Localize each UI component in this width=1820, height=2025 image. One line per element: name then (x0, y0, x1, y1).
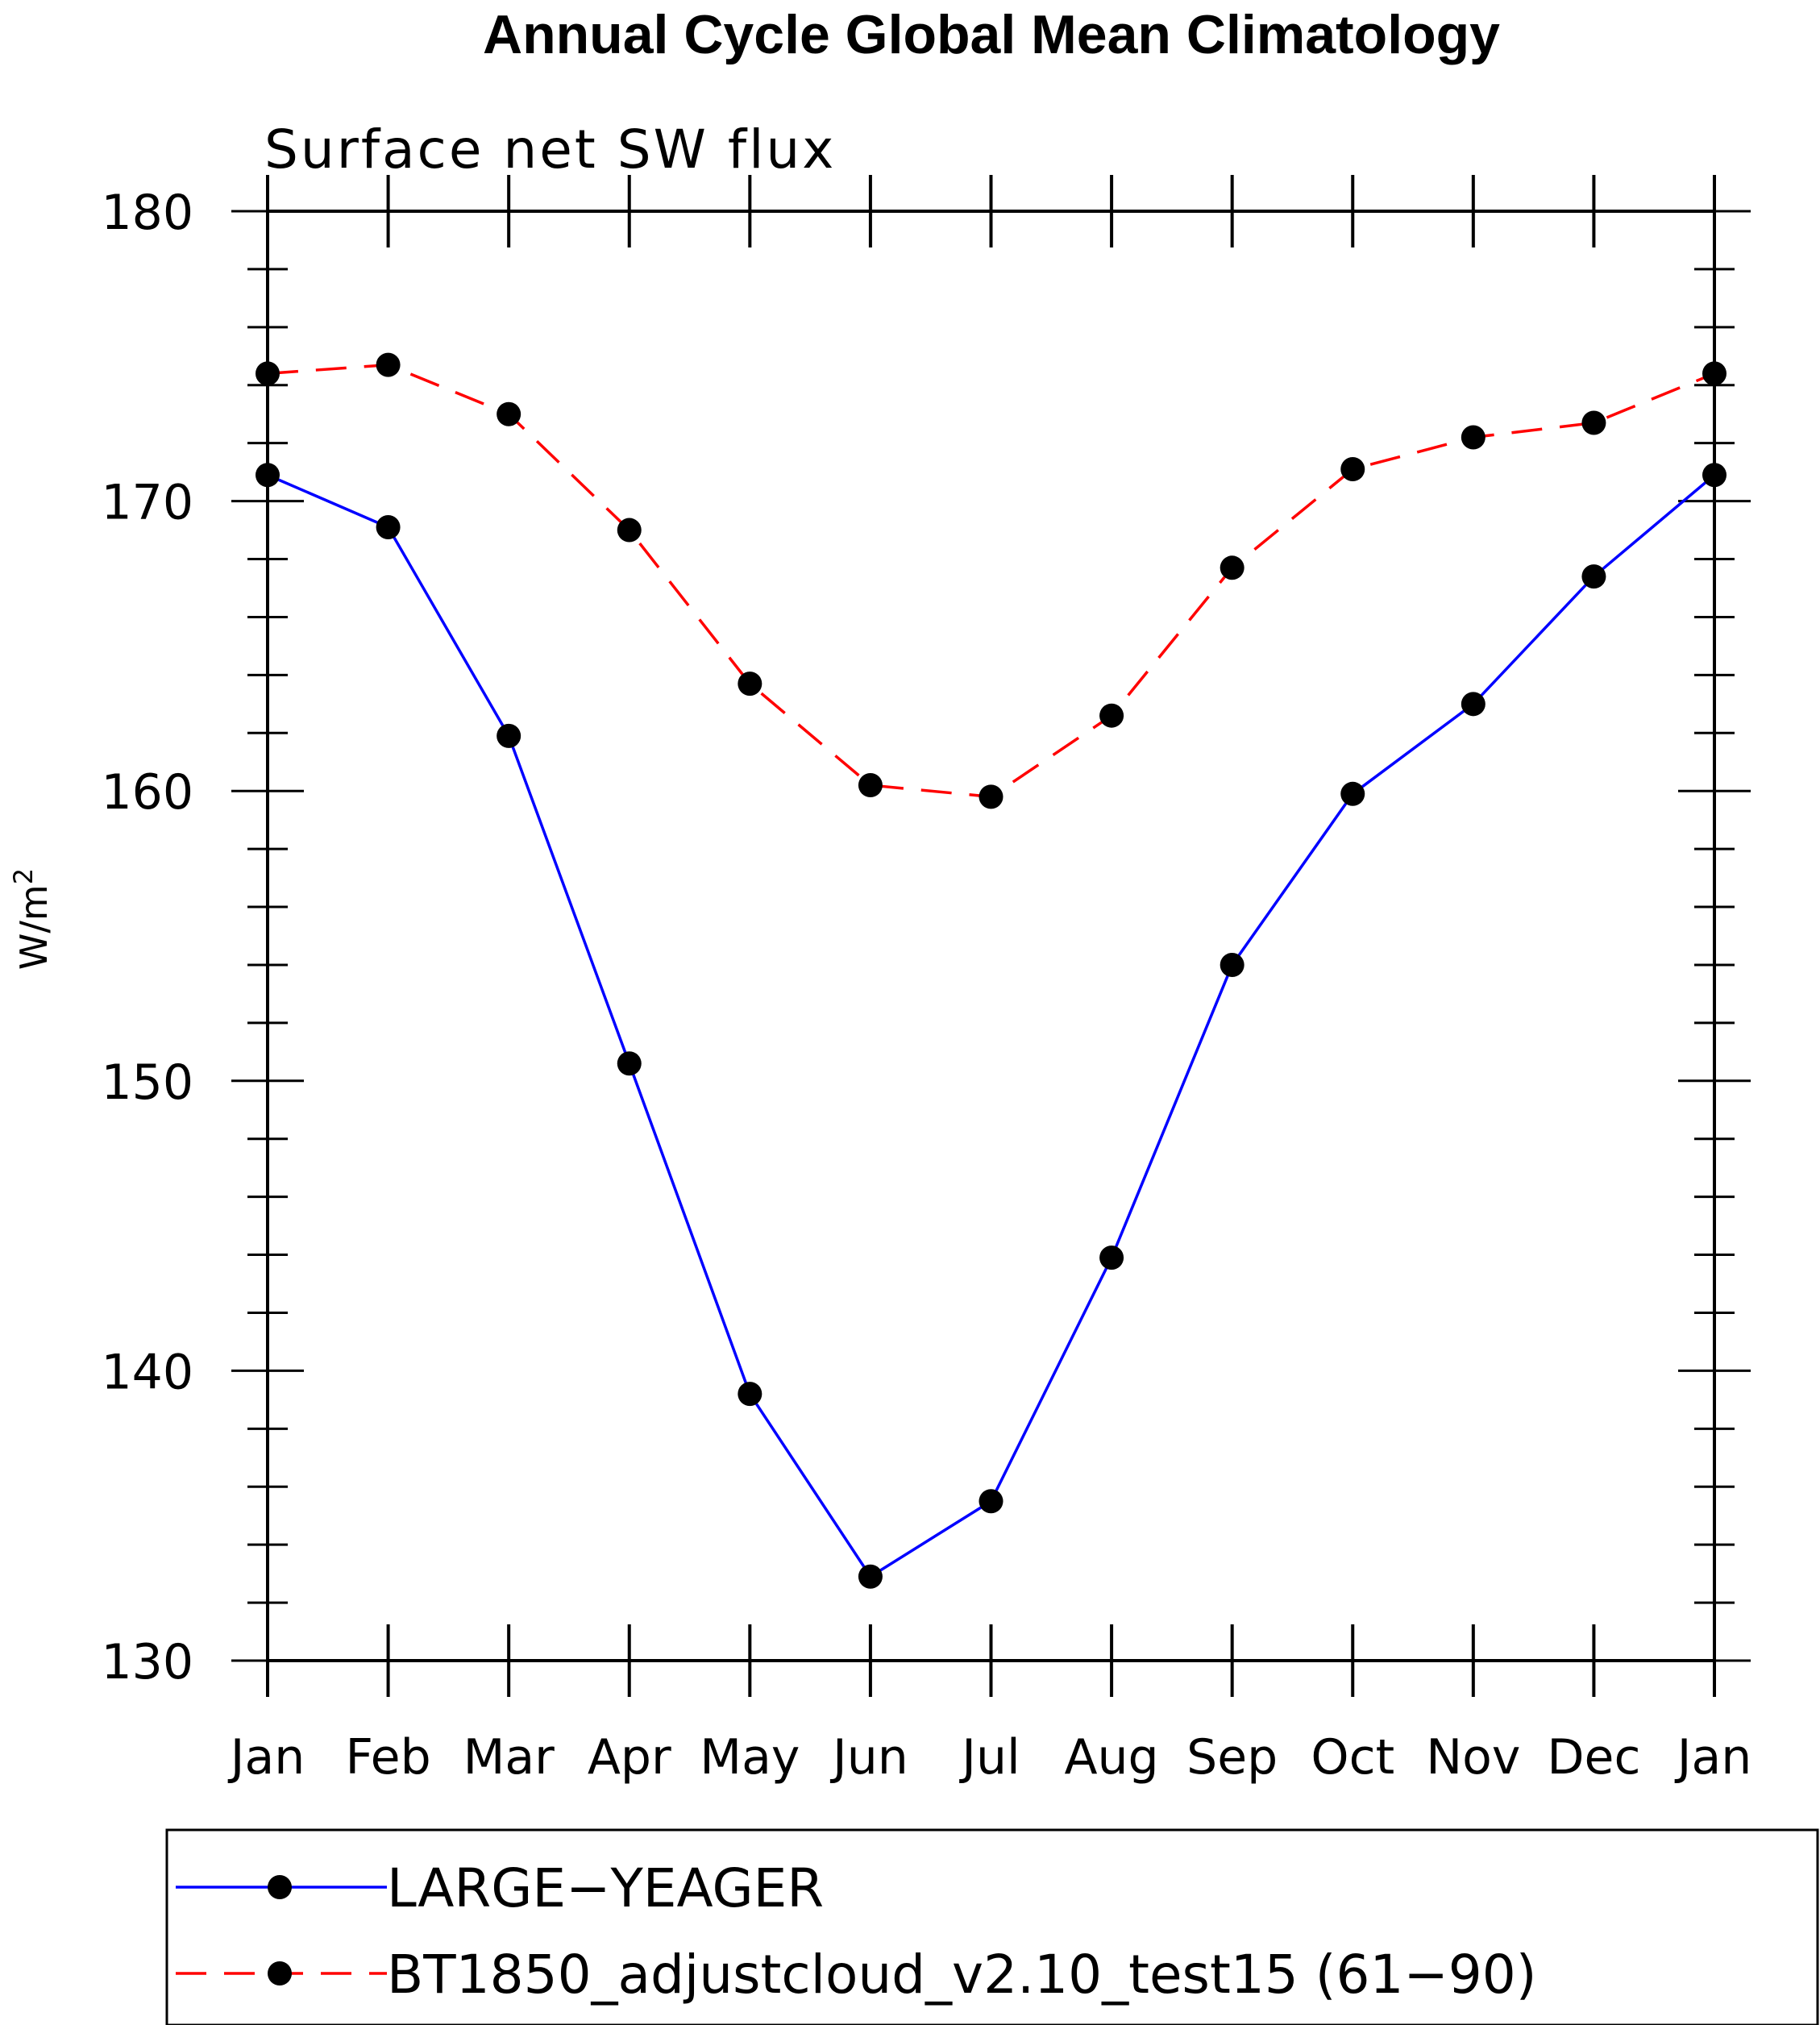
data-point (1099, 703, 1124, 728)
data-point (1702, 361, 1727, 386)
x-tick-label: Aug (1064, 1729, 1158, 1786)
y-axis-label-text: W/m (12, 884, 56, 970)
legend-marker (268, 1961, 292, 1985)
series-layer (256, 352, 1727, 1589)
data-point (738, 672, 762, 696)
legend-marker (268, 1875, 292, 1899)
y-tick-label: 140 (101, 1344, 193, 1400)
x-tick-label: Feb (345, 1729, 430, 1786)
data-point (376, 514, 401, 539)
x-tick-label: Jul (958, 1729, 1020, 1786)
x-tick-label: Dec (1547, 1729, 1640, 1786)
legend-label: BT1850_adjustcloud_v2.10_test15 (61−90) (387, 1944, 1537, 2006)
data-point (858, 773, 883, 798)
legend-label: LARGE−YEAGER (387, 1857, 824, 1919)
chart-title: Annual Cycle Global Mean Climatology (483, 4, 1500, 65)
legend-item: LARGE−YEAGER (176, 1857, 824, 1919)
y-tick-label: 160 (101, 764, 193, 821)
plot-frame (266, 210, 1716, 1662)
x-tick-labels: Jan Feb Mar Apr May Jun Jul Aug Sep Oct Nov Dec Jan (227, 1729, 1752, 1786)
legend-item: BT1850_adjustcloud_v2.10_test15 (61−90) (176, 1944, 1537, 2006)
chart-subtitle: Surface net SW flux (264, 119, 836, 181)
data-point (1099, 1245, 1124, 1270)
legend-items: LARGE−YEAGER BT1850_adjustcloud_v2.10_tes… (176, 1857, 1537, 2006)
x-tick-label: Sep (1186, 1729, 1278, 1786)
data-point (979, 784, 1003, 809)
data-point (1340, 457, 1365, 482)
y-axis-label: W/m2 (8, 868, 56, 970)
legend-box (165, 1828, 1819, 2025)
y-ticks (231, 210, 1751, 1662)
series-0 (256, 463, 1727, 1589)
x-tick-label: Nov (1426, 1729, 1520, 1786)
data-point (256, 361, 280, 386)
x-ticks (266, 175, 1716, 1697)
y-tick-label: 130 (101, 1634, 193, 1690)
data-point (376, 352, 401, 377)
y-tick-label: 170 (101, 475, 193, 531)
x-tick-label: Jan (1674, 1729, 1752, 1786)
series-line (267, 363, 1715, 799)
data-point (858, 1564, 883, 1589)
y-axis-label-exponent: 2 (8, 868, 39, 884)
data-point (617, 518, 642, 543)
x-tick-label: May (700, 1729, 800, 1786)
data-point (1220, 555, 1244, 580)
data-point (1461, 425, 1486, 450)
data-point (1461, 692, 1486, 717)
data-point (738, 1382, 762, 1407)
legend: LARGE−YEAGER BT1850_adjustcloud_v2.10_tes… (165, 1828, 1819, 2025)
data-point (1220, 952, 1244, 977)
x-tick-label: Jun (829, 1729, 908, 1786)
data-point (256, 463, 280, 488)
data-point (1702, 463, 1727, 488)
series-line (267, 473, 1716, 1579)
series-1 (256, 352, 1727, 809)
data-point (497, 723, 521, 748)
y-tick-labels: 130 140 150 160 170 180 (101, 185, 193, 1690)
y-tick-label: 150 (101, 1054, 193, 1111)
data-point (617, 1051, 642, 1076)
data-point (497, 401, 521, 426)
x-tick-label: Jan (227, 1729, 305, 1786)
y-tick-label: 180 (101, 185, 193, 241)
data-point (1340, 781, 1365, 806)
x-tick-label: Oct (1311, 1729, 1394, 1786)
data-point (1581, 410, 1606, 435)
data-point (979, 1489, 1003, 1514)
svg-text:W/m2: W/m2 (8, 868, 56, 970)
x-tick-label: Mar (463, 1729, 555, 1786)
x-tick-label: Apr (588, 1729, 671, 1786)
data-point (1581, 564, 1606, 589)
